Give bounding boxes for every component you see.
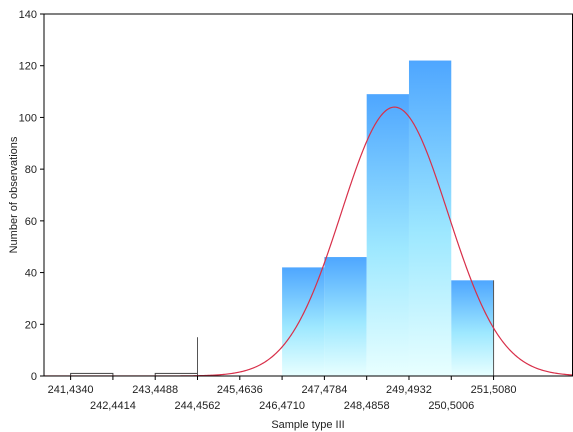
- y-tick-label-140: 140: [19, 9, 37, 21]
- y-tick-label-80: 80: [25, 164, 37, 176]
- y-tick-label-120: 120: [19, 61, 37, 73]
- x-tick-label-7: 248,4858: [344, 400, 390, 412]
- y-axis: 0 20 40 60 80 100 120 140: [19, 9, 44, 383]
- normal-fit-curve: [44, 106, 573, 376]
- x-axis: 241,4340 242,4414 243,4488 244,4562 245,4636…: [48, 376, 517, 412]
- x-tick-label-8: 249,4932: [386, 384, 432, 396]
- y-tick-label-100: 100: [19, 112, 37, 124]
- histogram-bar-5: [282, 267, 325, 376]
- y-axis-title: Number of observations: [8, 136, 20, 253]
- x-tick-label-3: 244,4562: [175, 400, 221, 412]
- y-tick-label-20: 20: [25, 319, 37, 331]
- x-tick-label-5: 246,4710: [259, 400, 305, 412]
- histogram-bar-6: [324, 257, 367, 376]
- x-tick-label-4: 245,4636: [217, 384, 263, 396]
- x-tick-label-2: 243,4488: [132, 384, 178, 396]
- y-tick-label-0: 0: [31, 371, 37, 383]
- normal-fit-layer: [44, 106, 573, 376]
- histogram-bar-7: [366, 94, 409, 377]
- x-tick-label-1: 242,4414: [90, 400, 136, 412]
- y-tick-label-60: 60: [25, 216, 37, 228]
- x-tick-label-9: 250,5006: [428, 400, 474, 412]
- histogram-bar-8: [408, 60, 452, 377]
- histogram-bar-9: [451, 280, 494, 376]
- x-tick-label-6: 247,4784: [301, 384, 347, 396]
- x-tick-label-10: 251,5080: [471, 384, 517, 396]
- x-tick-label-0: 241,4340: [48, 384, 94, 396]
- y-tick-label-40: 40: [25, 268, 37, 280]
- x-axis-title: Sample type III: [271, 419, 344, 431]
- bars-layer: [70, 60, 494, 377]
